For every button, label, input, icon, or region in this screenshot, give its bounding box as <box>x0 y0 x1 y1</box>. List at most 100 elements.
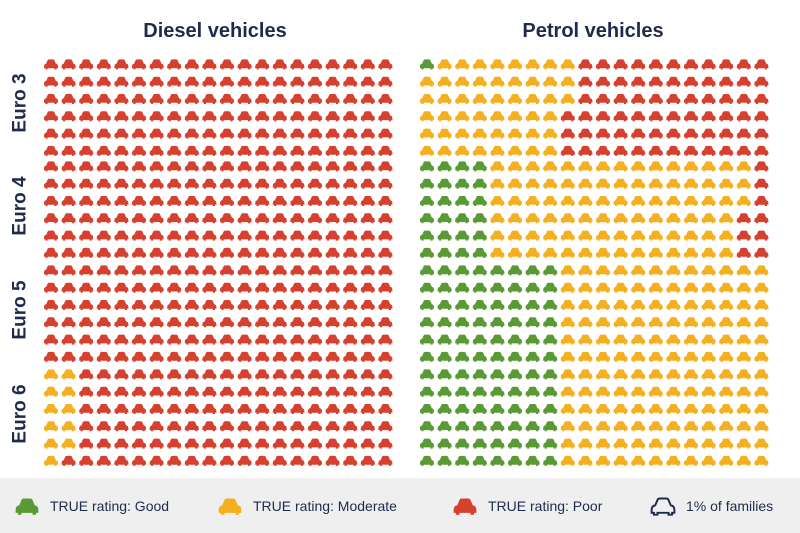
car-icon-poor <box>220 111 234 122</box>
car-icon-moderate <box>613 161 628 172</box>
car-icon-good <box>525 351 540 362</box>
car-icon-poor <box>343 334 358 345</box>
car-icon-poor <box>736 213 751 224</box>
car-icon-poor <box>220 145 234 156</box>
car-icon-good <box>437 317 452 328</box>
car-icon-moderate <box>508 213 522 224</box>
car-icon-poor <box>272 161 287 172</box>
car-icon-good <box>437 230 452 241</box>
car-icon-poor <box>220 351 234 362</box>
car-icon-poor <box>272 145 287 156</box>
car-icon-poor <box>255 145 270 156</box>
car-icon-moderate <box>543 196 558 206</box>
car-icon-moderate <box>508 111 522 122</box>
car-icon-poor <box>237 76 252 87</box>
car-icon-good <box>543 369 558 380</box>
car-icon-moderate <box>560 421 575 432</box>
car-icon-good <box>420 213 434 224</box>
car-icon-poor <box>184 59 199 70</box>
car-icon-moderate <box>61 369 76 380</box>
car-icon-poor <box>560 145 575 156</box>
car-icon-poor <box>184 111 199 122</box>
car-icon-poor <box>378 386 393 397</box>
car-icon-moderate <box>631 438 646 449</box>
car-icon-moderate <box>508 94 522 104</box>
car-icon-moderate <box>719 351 734 362</box>
car-icon-good <box>525 369 540 380</box>
car-icon-good <box>420 334 434 345</box>
car-icon-poor <box>114 230 129 241</box>
car-icon-poor <box>613 94 628 104</box>
car-icon-moderate <box>719 386 734 397</box>
car-icon-poor <box>202 230 217 241</box>
car-icon-poor <box>308 282 322 293</box>
car-icon-moderate <box>719 230 734 241</box>
car-icon-poor <box>360 404 375 414</box>
car-icon-poor <box>325 94 340 104</box>
car-icon-poor <box>736 230 751 241</box>
car-icon-moderate <box>578 421 593 432</box>
car-icon-poor <box>684 76 698 87</box>
car-icon-good <box>455 404 470 414</box>
car-icon-poor <box>360 282 375 293</box>
car-icon-poor <box>360 128 375 139</box>
car-icon-poor <box>61 317 76 328</box>
car-icon-poor <box>149 128 164 139</box>
car-icon-good <box>420 265 434 276</box>
car-icon-poor <box>202 455 217 466</box>
car-icon-moderate <box>613 317 628 328</box>
car-icon-poor <box>325 111 340 122</box>
car-icon-poor <box>114 178 129 189</box>
car-icon-poor <box>44 111 58 122</box>
car-icon-poor <box>343 351 358 362</box>
car-icon-poor <box>360 386 375 397</box>
car-icon-good <box>472 421 487 432</box>
car-icon-good <box>472 455 487 466</box>
car-icon-moderate <box>648 334 663 345</box>
car-icon-poor <box>325 404 340 414</box>
car-icon-poor <box>325 438 340 449</box>
car-icon-moderate <box>578 351 593 362</box>
car-icon-poor <box>114 404 129 414</box>
car-icon-good <box>472 213 487 224</box>
car-icon-moderate <box>666 421 681 432</box>
car-icon-poor <box>202 386 217 397</box>
car-icon-poor <box>167 145 182 156</box>
car-icon-good <box>437 265 452 276</box>
car-icon-moderate <box>508 247 522 258</box>
car-icon-poor <box>96 334 111 345</box>
car-icon-poor <box>237 317 252 328</box>
car-icon-poor <box>378 111 393 122</box>
car-icon-poor <box>255 404 270 414</box>
car-icon-poor <box>184 282 199 293</box>
car-icon-moderate <box>61 404 76 414</box>
car-icon-poor <box>754 178 769 189</box>
car-icon-poor <box>79 421 94 432</box>
car-icon-good <box>525 317 540 328</box>
car-icon-moderate <box>490 145 505 156</box>
car-icon-poor <box>360 455 375 466</box>
waffle-chart <box>44 59 769 466</box>
car-icon-poor <box>290 265 305 276</box>
car-icon-poor <box>220 230 234 241</box>
car-icon-moderate <box>701 334 716 345</box>
car-icon-poor <box>325 230 340 241</box>
car-icon-poor <box>343 145 358 156</box>
car-icon-moderate <box>560 300 575 310</box>
car-icon-moderate <box>560 386 575 397</box>
car-icon-moderate <box>525 230 540 241</box>
car-icon-poor <box>132 386 146 397</box>
car-icon-moderate <box>736 317 751 328</box>
car-icon-poor <box>149 282 164 293</box>
car-icon-poor <box>272 369 287 380</box>
car-icon-poor <box>378 247 393 258</box>
row-label-euro-3: Euro 3 <box>10 72 31 133</box>
car-icon-poor <box>114 59 129 70</box>
car-icon-moderate <box>596 421 610 432</box>
car-icon-poor <box>648 128 663 139</box>
car-icon-good <box>490 300 505 310</box>
car-icon-poor <box>290 351 305 362</box>
car-icon-poor <box>701 94 716 104</box>
car-icon-poor <box>114 386 129 397</box>
car-icon-poor <box>360 213 375 224</box>
